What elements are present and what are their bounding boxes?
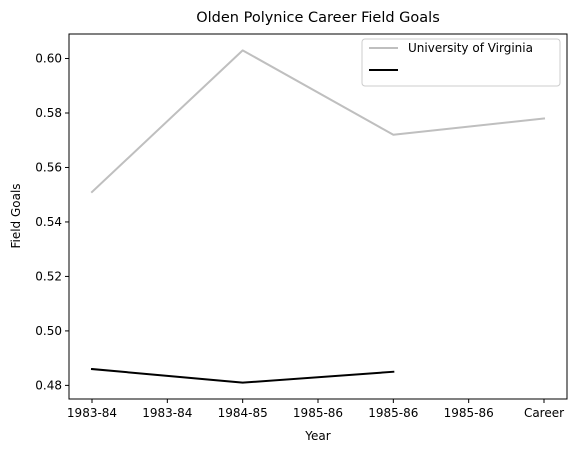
series-line-1 <box>90 49 546 194</box>
y-tick-label: 0.60 <box>35 52 62 66</box>
x-tick-label: 1985-86 <box>368 406 418 420</box>
plot-area <box>90 49 546 384</box>
x-tick-label: 1985-86 <box>293 406 343 420</box>
y-tick-label: 0.54 <box>35 215 62 229</box>
x-tick-label: 1983-84 <box>67 406 117 420</box>
x-axis-ticks: 1983-84 1983-84 1984-85 1985-86 1985-86 1985-… <box>67 399 564 420</box>
series-line-2 <box>90 367 395 384</box>
x-tick-label: 1984-85 <box>218 406 268 420</box>
y-tick-label: 0.58 <box>35 106 62 120</box>
legend-box <box>361 38 561 87</box>
y-axis-label: Field Goals <box>9 183 23 248</box>
chart-title: Olden Polynice Career Field Goals <box>196 10 440 26</box>
y-tick-label: 0.48 <box>35 378 62 392</box>
x-tick-label: 1983-84 <box>142 406 192 420</box>
y-tick-label: 0.56 <box>35 160 62 174</box>
legend: University of Virginia <box>361 38 561 87</box>
y-tick-label: 0.52 <box>35 269 62 283</box>
legend-label: University of Virginia <box>408 41 533 55</box>
x-axis-label: Year <box>304 429 330 443</box>
y-axis-ticks: 0.48 0.50 0.52 0.54 0.56 0.58 0.60 <box>35 52 69 392</box>
y-tick-label: 0.50 <box>35 324 62 338</box>
plot-frame <box>68 33 568 400</box>
x-tick-label: Career <box>524 406 564 420</box>
x-tick-label: 1985-86 <box>444 406 494 420</box>
